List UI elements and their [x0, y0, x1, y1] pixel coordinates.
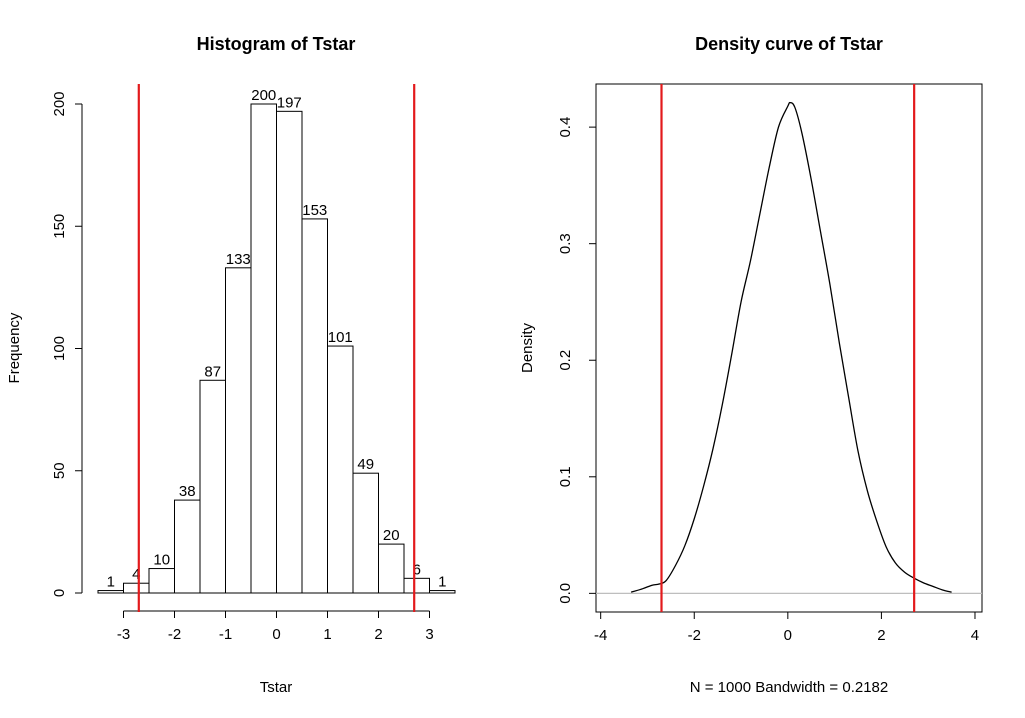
x-tick-label: 0 — [784, 627, 792, 644]
histogram-bar — [327, 345, 354, 594]
bar-value-label: 101 — [328, 329, 353, 346]
x-tick-label: 2 — [877, 627, 885, 644]
bar-value-label: 1 — [438, 574, 446, 591]
histogram-x-label: Tstar — [260, 679, 293, 696]
y-tick-label: 150 — [51, 214, 68, 239]
histogram-bar — [403, 577, 430, 594]
density-y-label: Density — [519, 322, 536, 373]
density-curve — [630, 101, 952, 593]
histogram-bar — [174, 499, 201, 594]
x-tick-label: 3 — [425, 626, 433, 643]
density-x-label: N = 1000 Bandwidth = 0.2182 — [690, 679, 889, 696]
histogram-bar — [352, 472, 379, 594]
histogram-panel: Histogram of Tstar 0 50 100 150 200 -3 -2 -1 0 1… — [6, 34, 456, 696]
x-tick-label: -3 — [117, 626, 130, 643]
bar-value-label: 6 — [413, 561, 421, 578]
bar-value-label: 10 — [153, 552, 170, 569]
histogram-y-label: Frequency — [6, 312, 23, 383]
x-tick-label: 0 — [272, 626, 280, 643]
density-panel: Density curve of Tstar 0.0 0.1 0.2 0.3 0.4 -… — [519, 34, 983, 696]
x-tick-label: 2 — [374, 626, 382, 643]
histogram-bar — [301, 218, 328, 594]
density-plot-box — [595, 83, 983, 613]
histogram-bar — [429, 590, 456, 594]
histogram-bar — [378, 543, 405, 594]
bar-value-label: 49 — [357, 456, 374, 473]
density-y-axis: 0.0 0.1 0.2 0.3 0.4 — [557, 117, 596, 604]
histogram-bars — [97, 103, 456, 594]
y-tick-label: 0.1 — [557, 466, 574, 487]
y-tick-label: 0 — [51, 589, 68, 597]
bar-value-label: 4 — [132, 566, 140, 583]
histogram-bar — [225, 267, 252, 594]
y-tick-label: 0.3 — [557, 233, 574, 254]
histogram-bar — [97, 590, 124, 594]
histogram-y-axis: 0 50 100 150 200 — [51, 91, 83, 597]
y-tick-label: 100 — [51, 336, 68, 361]
x-tick-label: -2 — [168, 626, 181, 643]
histogram-x-axis: -3 -2 -1 0 1 2 3 — [117, 610, 434, 643]
histogram-bar — [276, 110, 303, 594]
histogram-bar — [123, 582, 150, 594]
y-tick-label: 0.4 — [557, 117, 574, 138]
x-tick-label: -2 — [688, 627, 701, 644]
density-critical-lines — [660, 84, 916, 612]
x-tick-label: -4 — [594, 627, 607, 644]
x-tick-label: 4 — [971, 627, 979, 644]
histogram-bar — [199, 379, 226, 594]
histogram-bar — [148, 568, 175, 594]
y-tick-label: 0.2 — [557, 350, 574, 371]
bar-value-label: 1 — [107, 574, 115, 591]
y-tick-label: 0.0 — [557, 583, 574, 604]
histogram-bar — [250, 103, 277, 594]
x-tick-label: -1 — [219, 626, 232, 643]
bar-value-label: 197 — [277, 94, 302, 111]
bar-value-label: 87 — [204, 363, 221, 380]
y-tick-label: 50 — [51, 462, 68, 479]
bar-value-label: 200 — [251, 87, 276, 104]
histogram-critical-lines — [137, 84, 416, 612]
y-tick-label: 200 — [51, 91, 68, 116]
bar-value-label: 20 — [383, 527, 400, 544]
bar-value-label: 38 — [179, 483, 196, 500]
density-x-axis: -4 -2 0 2 4 — [594, 612, 979, 644]
density-title: Density curve of Tstar — [695, 34, 883, 54]
x-tick-label: 1 — [323, 626, 331, 643]
histogram-title: Histogram of Tstar — [197, 34, 356, 54]
bar-value-label: 153 — [302, 202, 327, 219]
bar-value-label: 133 — [226, 251, 251, 268]
